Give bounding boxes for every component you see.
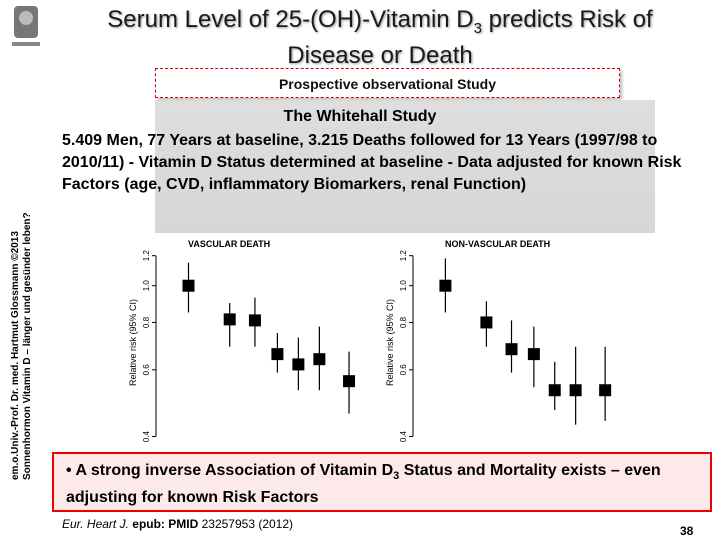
subtitle-box bbox=[155, 68, 620, 98]
side-note-line: Sonnenhormon Vitamin D – länger und gesü… bbox=[22, 212, 33, 480]
bullet-subscript: 3 bbox=[393, 470, 400, 483]
citation-rest: 23257953 (2012) bbox=[198, 517, 294, 531]
logo bbox=[12, 6, 40, 46]
title-subscript: 3 bbox=[473, 19, 482, 37]
y-tick-label: 0.6 bbox=[142, 364, 151, 376]
y-tick-label: 0.8 bbox=[399, 316, 408, 328]
y-tick-label: 1.0 bbox=[399, 280, 408, 292]
point bbox=[271, 348, 284, 361]
y-axis-label: Relative risk (95% CI) bbox=[385, 299, 395, 386]
page-number: 38 bbox=[680, 524, 694, 538]
point bbox=[505, 343, 518, 356]
citation-epub: epub: PMID bbox=[132, 517, 199, 531]
y-tick-label: 0.4 bbox=[399, 430, 408, 442]
side-note-line: em.o.Univ.-Prof. Dr. med. Hartmut Glossm… bbox=[10, 231, 21, 480]
point bbox=[599, 384, 612, 397]
point bbox=[343, 375, 356, 388]
panel-title: VASCULAR DEATH bbox=[188, 239, 270, 249]
bullet-box bbox=[52, 452, 712, 512]
y-tick-label: 1.2 bbox=[399, 250, 408, 262]
point bbox=[292, 358, 305, 371]
study-text: 5.409 Men, 77 Years at baseline, 3.215 D… bbox=[62, 132, 682, 193]
subtitle: Prospective observational Study bbox=[278, 76, 497, 92]
title-text: Serum Level of 25-(OH)-Vitamin D bbox=[107, 6, 474, 33]
study-heading: The Whitehall Study bbox=[283, 108, 437, 125]
point bbox=[182, 279, 195, 292]
bullet-part: A strong inverse Association of Vitamin … bbox=[75, 462, 394, 479]
bullet-part: Status and Mortality exists – even adjus… bbox=[66, 462, 661, 507]
point bbox=[313, 353, 326, 366]
point bbox=[480, 316, 493, 329]
point bbox=[569, 384, 582, 397]
y-axis-label: Relative risk (95% CI) bbox=[128, 299, 138, 386]
y-tick-label: 0.4 bbox=[142, 430, 151, 442]
y-tick-label: 0.6 bbox=[399, 364, 408, 376]
y-tick-label: 1.0 bbox=[142, 280, 151, 292]
citation: Eur. Heart J. epub: PMID 23257953 (2012) bbox=[62, 517, 293, 531]
slide-title: Serum Level of 25-(OH)-Vitamin D3 predic… bbox=[90, 6, 670, 69]
point bbox=[548, 384, 561, 397]
y-tick-label: 1.2 bbox=[142, 250, 151, 262]
point bbox=[248, 314, 261, 327]
point bbox=[223, 313, 236, 326]
point bbox=[439, 279, 452, 292]
panel-title: NON-VASCULAR DEATH bbox=[445, 239, 550, 249]
y-tick-label: 0.8 bbox=[142, 316, 151, 328]
citation-journal: Eur. Heart J. bbox=[62, 517, 129, 531]
title-text: predicts Risk of Disease or Death bbox=[287, 6, 653, 69]
side-note: em.o.Univ.-Prof. Dr. med. Hartmut Glossm… bbox=[10, 212, 33, 480]
chart: 0.40.60.81.01.230405060708090100Relative… bbox=[118, 233, 660, 450]
point bbox=[527, 348, 540, 361]
bullet-text: • A strong inverse Association of Vitami… bbox=[66, 462, 661, 507]
chart-background bbox=[118, 233, 660, 450]
